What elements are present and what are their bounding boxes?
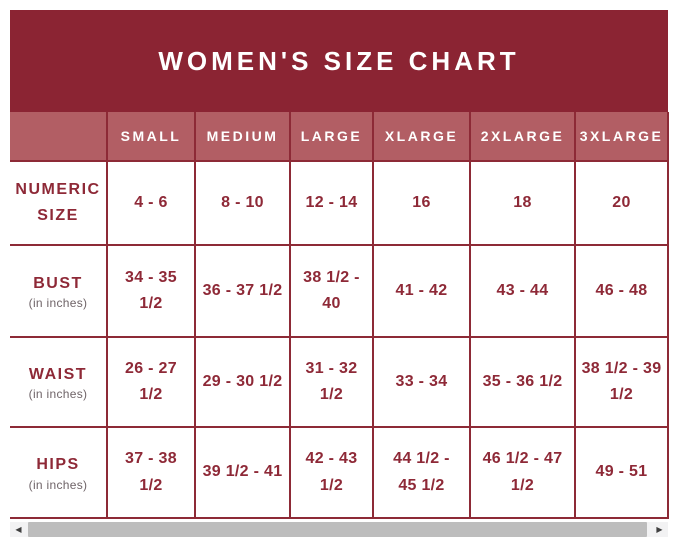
size-cell: 46 - 48 [574, 244, 669, 338]
scrollbar-thumb[interactable] [28, 522, 647, 537]
size-cell: 44 1/2 - 45 1/2 [372, 426, 471, 519]
scroll-right-arrow-icon: ▶ [656, 525, 663, 534]
row-sublabel-text: (in inches) [28, 477, 88, 492]
header-row: SMALL MEDIUM LARGE XLARGE 2XLARGE 3XLARG… [10, 112, 669, 162]
size-cell: 46 1/2 - 47 1/2 [469, 426, 576, 519]
size-cell: 39 1/2 - 41 [194, 426, 291, 519]
size-cell: 35 - 36 1/2 [469, 336, 576, 428]
row-label-text: WAIST [28, 365, 88, 383]
table-row-numeric-size: NUMERIC SIZE 4 - 6 8 - 10 12 - 14 16 18 … [10, 160, 669, 246]
size-cell: 37 - 38 1/2 [106, 426, 196, 519]
page-title: WOMEN'S SIZE CHART [158, 45, 520, 76]
size-cell: 43 - 44 [469, 244, 576, 338]
size-chart-table: SMALL MEDIUM LARGE XLARGE 2XLARGE 3XLARG… [10, 112, 669, 519]
table-row-waist: WAIST (in inches) 26 - 27 1/2 29 - 30 1/… [10, 336, 669, 428]
column-header-3xlarge: 3XLARGE [574, 112, 669, 162]
size-cell: 49 - 51 [574, 426, 669, 519]
size-cell: 18 [469, 160, 576, 246]
size-cell: 38 1/2 - 40 [289, 244, 374, 338]
size-cell: 31 - 32 1/2 [289, 336, 374, 428]
row-label-numeric-size: NUMERIC SIZE [10, 160, 108, 246]
row-label-waist: WAIST (in inches) [10, 336, 108, 428]
size-cell: 38 1/2 - 39 1/2 [574, 336, 669, 428]
column-header-xlarge: XLARGE [372, 112, 471, 162]
table-row-hips: HIPS (in inches) 37 - 38 1/2 39 1/2 - 41… [10, 426, 669, 519]
size-cell: 41 - 42 [372, 244, 471, 338]
size-cell: 36 - 37 1/2 [194, 244, 291, 338]
row-label-text: NUMERIC SIZE [15, 181, 101, 224]
scrollbar-track[interactable] [27, 522, 651, 537]
size-cell: 16 [372, 160, 471, 246]
scroll-left-arrow-icon: ◀ [15, 525, 22, 534]
size-cell: 42 - 43 1/2 [289, 426, 374, 519]
corner-cell [10, 112, 108, 162]
column-header-2xlarge: 2XLARGE [469, 112, 576, 162]
row-label-bust: BUST (in inches) [10, 244, 108, 338]
chart-title-banner: WOMEN'S SIZE CHART [10, 10, 668, 112]
size-cell: 34 - 35 1/2 [106, 244, 196, 338]
size-chart-section: WOMEN'S SIZE CHART SMALL MEDIUM LARGE XL… [10, 10, 669, 537]
size-cell: 8 - 10 [194, 160, 291, 246]
column-header-large: LARGE [289, 112, 374, 162]
size-cell: 4 - 6 [106, 160, 196, 246]
scroll-left-button[interactable]: ◀ [10, 522, 27, 537]
size-cell: 29 - 30 1/2 [194, 336, 291, 428]
scroll-right-button[interactable]: ▶ [651, 522, 668, 537]
row-label-text: HIPS [36, 456, 80, 474]
row-sublabel-text: (in inches) [28, 387, 88, 402]
horizontal-scrollbar[interactable]: ◀ ▶ [10, 522, 668, 537]
table-row-bust: BUST (in inches) 34 - 35 1/2 36 - 37 1/2… [10, 244, 669, 338]
column-header-medium: MEDIUM [194, 112, 291, 162]
row-label-hips: HIPS (in inches) [10, 426, 108, 519]
column-header-small: SMALL [106, 112, 196, 162]
size-cell: 26 - 27 1/2 [106, 336, 196, 428]
size-cell: 20 [574, 160, 669, 246]
size-cell: 12 - 14 [289, 160, 374, 246]
row-label-text: BUST [33, 274, 83, 292]
row-sublabel-text: (in inches) [28, 296, 88, 311]
size-cell: 33 - 34 [372, 336, 471, 428]
